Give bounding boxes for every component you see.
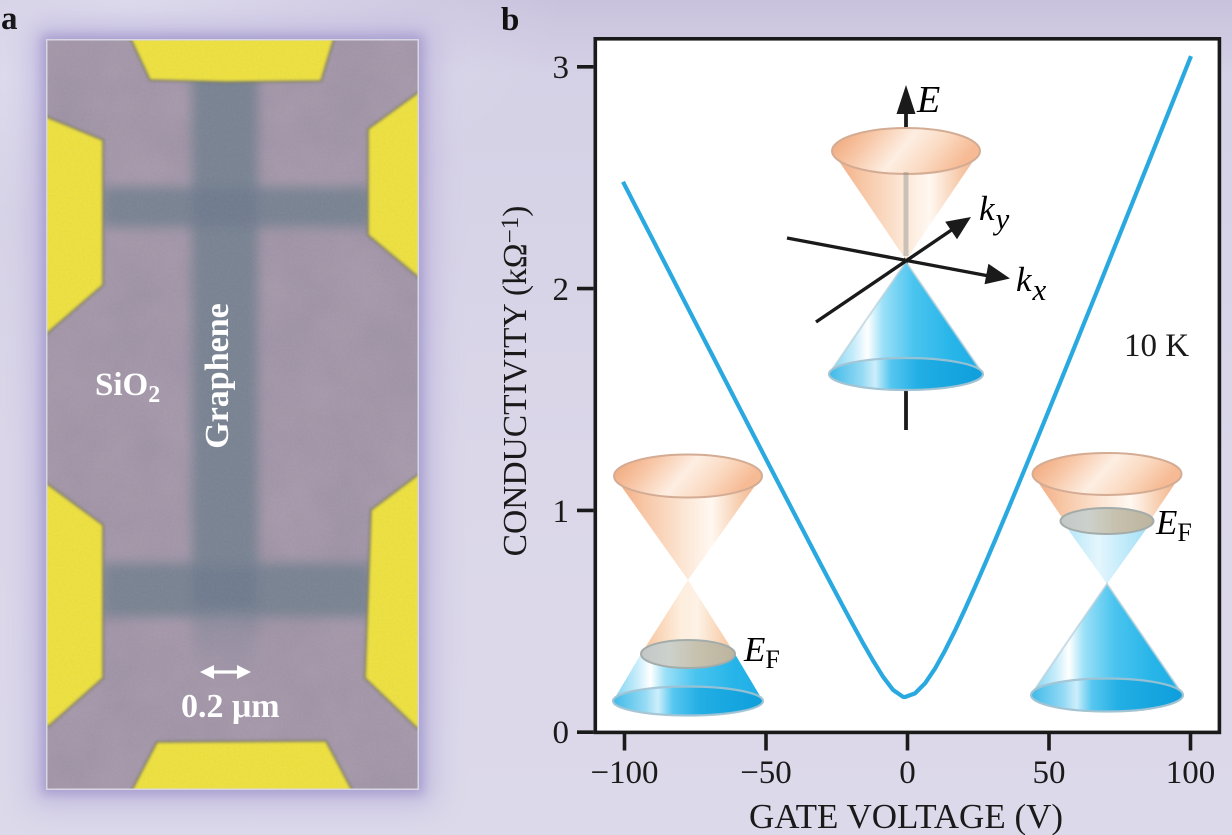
svg-text:−50: −50 <box>740 755 792 791</box>
svg-text:100: 100 <box>1166 755 1216 791</box>
svg-text:EF: EF <box>743 630 780 674</box>
svg-text:E: E <box>916 79 940 121</box>
svg-text:2: 2 <box>553 272 570 308</box>
svg-text:1: 1 <box>553 494 570 530</box>
svg-text:0.2 μm: 0.2 μm <box>181 688 280 725</box>
svg-text:0: 0 <box>899 755 916 791</box>
svg-text:CONDUCTIVITY (kΩ−1): CONDUCTIVITY (kΩ−1) <box>497 206 534 557</box>
svg-text:Graphene: Graphene <box>199 303 236 448</box>
svg-text:3: 3 <box>553 50 570 86</box>
svg-text:GATE VOLTAGE (V): GATE VOLTAGE (V) <box>749 797 1063 835</box>
svg-text:0: 0 <box>553 715 570 751</box>
svg-text:50: 50 <box>1033 755 1066 791</box>
svg-text:10 K: 10 K <box>1124 328 1189 364</box>
svg-text:−100: −100 <box>590 755 658 791</box>
